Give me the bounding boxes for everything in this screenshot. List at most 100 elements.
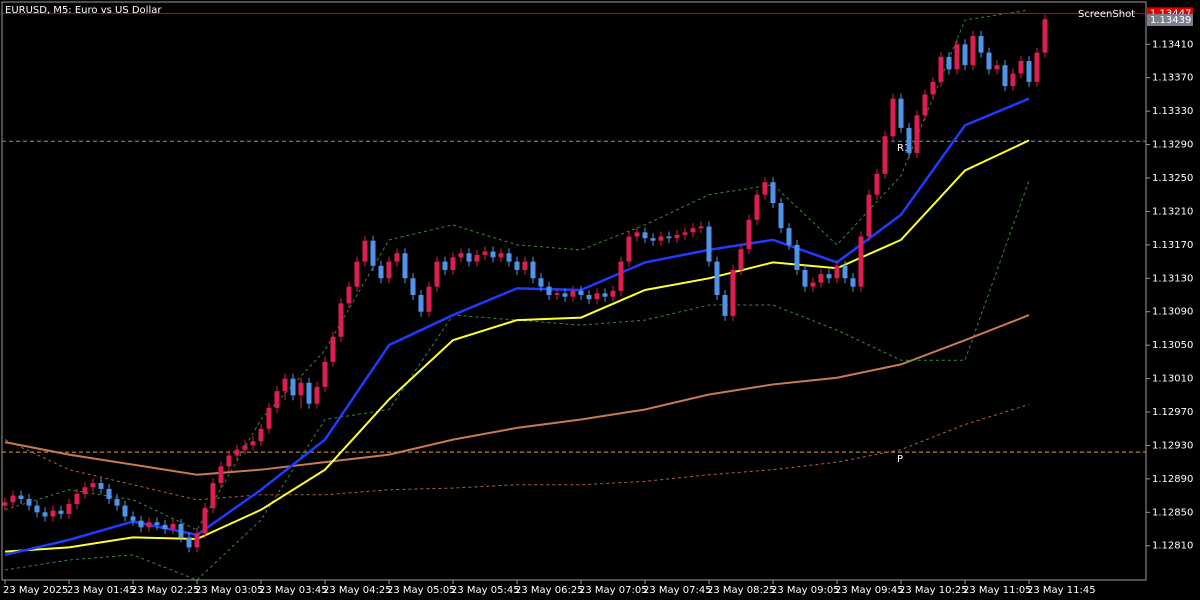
indicator-line (4, 180, 1030, 581)
candle-body (626, 236, 632, 262)
candle-body (842, 265, 848, 279)
candle-body (130, 516, 136, 521)
candle-body (1026, 61, 1032, 82)
candle-body (858, 236, 864, 287)
candle-body (178, 524, 184, 538)
pivot-label: P (897, 454, 903, 465)
candle-body (290, 378, 296, 396)
x-tick-label: 23 May 09:45 (835, 585, 904, 596)
y-tick-label: 1.12810 (1152, 541, 1193, 552)
candle-body (610, 290, 616, 297)
candle-body (442, 261, 448, 270)
candle-body (482, 251, 488, 255)
candle-body (906, 127, 912, 153)
candle-body (74, 493, 80, 504)
candle-body (682, 232, 688, 235)
candle-body (314, 386, 320, 404)
candle-body (42, 512, 48, 517)
candle-body (658, 236, 664, 241)
price-tag: 1.13439 (1150, 15, 1191, 26)
candle-body (498, 253, 504, 258)
candle-body (458, 253, 464, 258)
candle-body (946, 56, 952, 70)
candle-body (994, 65, 1000, 70)
candle-body (778, 203, 784, 229)
candle-body (250, 441, 256, 446)
price-tag-box (1147, 14, 1193, 27)
candle-body (330, 336, 336, 362)
y-tick-label: 1.12970 (1152, 407, 1193, 418)
candle-body (282, 378, 288, 392)
candle-body (890, 98, 896, 137)
candle-body (650, 238, 656, 241)
candle-body (90, 483, 96, 488)
candle-body (506, 253, 512, 262)
candle-body (194, 533, 200, 548)
x-tick-label: 23 May 11:45 (1027, 585, 1096, 596)
candle-body (210, 483, 216, 509)
candle-body (386, 261, 392, 279)
candle-body (426, 286, 432, 312)
candle-body (410, 278, 416, 296)
candle-body (26, 498, 32, 506)
indicator-line (4, 404, 1030, 501)
candle-body (362, 240, 368, 262)
x-tick-label: 23 May 07:05 (579, 585, 648, 596)
candle-body (450, 257, 456, 270)
x-tick-label: 23 May 10:25 (899, 585, 968, 596)
candle-body (34, 505, 40, 513)
candle-body (746, 219, 752, 250)
candle-body (378, 265, 384, 279)
y-tick-label: 1.13330 (1152, 106, 1193, 117)
candle-body (242, 445, 248, 450)
candle-body (986, 52, 992, 70)
y-tick-label: 1.13250 (1152, 173, 1193, 184)
candle-body (706, 226, 712, 262)
price-tag: 1.13447 (1150, 8, 1191, 19)
candle-body (522, 261, 528, 270)
candle-body (322, 361, 328, 387)
x-tick-label: 23 May 09:05 (771, 585, 840, 596)
pivot-label: R1 (897, 143, 910, 154)
candle-body (202, 508, 208, 534)
chart-title: EURUSD, M5: Euro vs US Dollar (5, 5, 162, 16)
x-tick-label: 23 May 03:45 (259, 585, 328, 596)
candle-body (810, 282, 816, 287)
candle-body (218, 466, 224, 484)
candle-body (18, 495, 24, 499)
candle-body (50, 510, 56, 517)
candle-body (82, 487, 88, 494)
candle-body (698, 226, 704, 229)
y-tick-label: 1.13090 (1152, 307, 1193, 318)
indicator-line (4, 97, 1030, 557)
candle-body (962, 44, 968, 66)
x-tick-label: 23 May 05:45 (451, 585, 520, 596)
candle-body (10, 495, 16, 503)
watermark: ScreenShot (1078, 9, 1135, 20)
candle-body (538, 278, 544, 287)
indicator-line (4, 9, 1030, 531)
candle-body (514, 261, 520, 270)
candle-body (690, 228, 696, 233)
candle-body (826, 274, 832, 279)
candle-body (186, 537, 192, 548)
x-tick-label: 23 May 07:45 (643, 585, 712, 596)
candle-body (1018, 61, 1024, 74)
candle-body (298, 382, 304, 396)
candle-body (786, 228, 792, 245)
candle-body (866, 194, 872, 237)
y-tick-label: 1.13410 (1152, 39, 1193, 50)
candle-body (794, 244, 800, 270)
x-tick-label: 23 May 08:25 (707, 585, 776, 596)
candle-body (154, 522, 160, 525)
x-tick-label: 23 May 11:05 (963, 585, 1032, 596)
candle-body (882, 136, 888, 174)
candle-body (562, 293, 568, 297)
candle-body (834, 265, 840, 279)
y-tick-label: 1.12850 (1152, 507, 1193, 518)
candle-body (818, 274, 824, 283)
candle-body (1002, 65, 1008, 87)
candle-body (466, 253, 472, 262)
y-tick-label: 1.12890 (1152, 474, 1193, 485)
